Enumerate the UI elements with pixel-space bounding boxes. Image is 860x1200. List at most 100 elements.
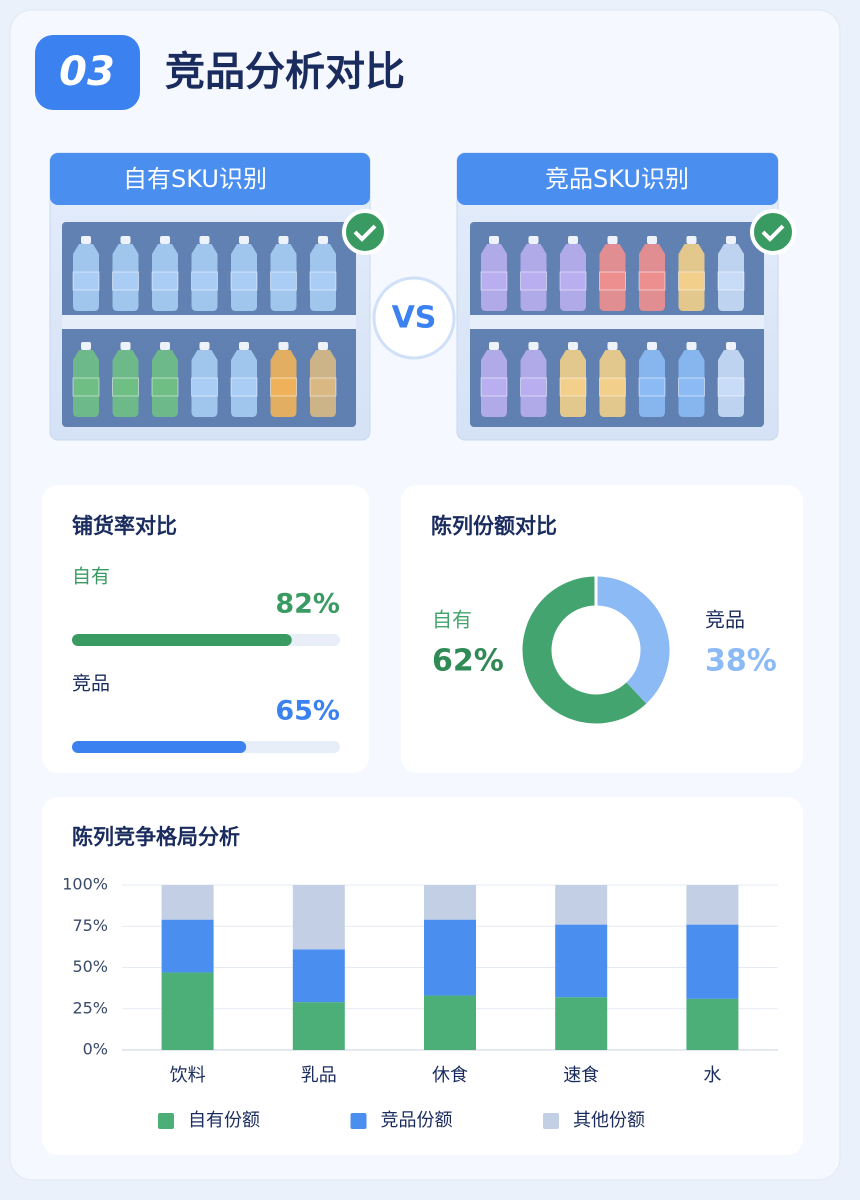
bottle xyxy=(678,342,705,417)
page-title: 竞品分析对比 xyxy=(165,49,405,95)
bar-segment xyxy=(686,924,739,999)
bottle-cap xyxy=(199,342,210,350)
bottle-cap xyxy=(278,342,289,350)
shelf-title: 自有SKU识别 xyxy=(123,165,267,193)
bar-segment xyxy=(424,919,476,996)
bottle-cap xyxy=(160,342,170,350)
bottle-cap xyxy=(239,342,249,350)
bottle-cap xyxy=(239,236,249,244)
card-title: 铺货率对比 xyxy=(72,514,177,538)
shelf-header xyxy=(457,153,778,205)
shelf-board xyxy=(62,315,356,329)
bottle-label xyxy=(638,271,666,291)
legend-label: 自有份额 xyxy=(188,1110,260,1131)
bottle-label xyxy=(151,271,179,291)
bottle xyxy=(520,342,547,417)
bottle-cap xyxy=(607,236,618,244)
bottle-cap xyxy=(318,236,328,244)
bottle-cap xyxy=(686,342,697,350)
card xyxy=(42,797,803,1155)
x-tick-label: 水 xyxy=(703,1065,721,1086)
bottle xyxy=(717,236,745,311)
donut-segment xyxy=(595,576,670,704)
x-tick-label: 乳品 xyxy=(301,1065,337,1086)
progress-bar xyxy=(72,741,247,753)
legend-swatch xyxy=(158,1113,174,1129)
bottle-cap xyxy=(199,236,210,244)
bottle-cap xyxy=(568,236,578,244)
bar-segment xyxy=(555,885,608,925)
badge-text: 03 xyxy=(59,49,115,95)
bottle xyxy=(559,342,587,417)
bottle-label xyxy=(72,271,100,291)
bar-segment xyxy=(292,1002,345,1050)
bottle-cap xyxy=(686,236,697,244)
legend-swatch xyxy=(543,1113,559,1129)
bottle xyxy=(230,236,258,311)
bottle xyxy=(72,342,100,417)
bottle-label xyxy=(678,377,705,397)
category-label: 竞品 xyxy=(705,608,745,632)
bar-segment xyxy=(686,998,739,1050)
x-tick-label: 饮料 xyxy=(170,1065,206,1086)
bottle-label xyxy=(599,271,626,291)
shelf-header xyxy=(50,153,370,205)
bottle xyxy=(638,236,666,311)
bottle-label xyxy=(230,271,258,291)
legend-label: 其他份额 xyxy=(573,1110,645,1131)
bottle-label xyxy=(72,377,100,397)
bar-segment xyxy=(292,949,345,1003)
bottle xyxy=(678,236,705,311)
bottle xyxy=(191,342,218,417)
bottle-label xyxy=(191,377,218,397)
x-tick-label: 速食 xyxy=(563,1065,599,1086)
vs-circle xyxy=(372,276,456,360)
bottle-label xyxy=(559,377,587,397)
bottle xyxy=(309,342,337,417)
bottle xyxy=(270,236,297,311)
vs-text: VS xyxy=(392,301,437,336)
shelf-title: 竞品SKU识别 xyxy=(545,165,689,193)
bottle-label xyxy=(112,271,139,291)
y-tick-label: 100% xyxy=(62,875,108,894)
bar-segment xyxy=(292,885,345,950)
bottle xyxy=(559,236,587,311)
value-label: 38% xyxy=(705,644,777,679)
bottle-label xyxy=(151,377,179,397)
bottle-cap xyxy=(120,342,131,350)
y-tick-label: 25% xyxy=(72,998,108,1017)
bottle-cap xyxy=(726,236,736,244)
bar-segment xyxy=(555,924,608,998)
bar-segment xyxy=(161,919,214,973)
bottle xyxy=(191,236,218,311)
bottle xyxy=(230,342,258,417)
value-label: 62% xyxy=(432,644,504,679)
check-icon xyxy=(342,209,388,255)
bottle-label xyxy=(270,377,297,397)
bottle xyxy=(309,236,337,311)
bottle-label xyxy=(112,377,139,397)
bottle-cap xyxy=(607,342,618,350)
bottle xyxy=(270,342,297,417)
y-tick-label: 0% xyxy=(83,1040,108,1059)
bottle-label xyxy=(270,271,297,291)
bottle-cap xyxy=(528,236,539,244)
bar-segment xyxy=(686,885,739,925)
bar-segment xyxy=(161,972,214,1050)
bottle-cap xyxy=(120,236,131,244)
bottle-cap xyxy=(160,236,170,244)
donut-segment xyxy=(522,576,647,724)
x-tick-label: 休食 xyxy=(432,1065,468,1086)
bar-segment xyxy=(424,995,476,1050)
bottle-cap xyxy=(726,342,736,350)
bottle-cap xyxy=(81,342,91,350)
bottle-label xyxy=(191,271,218,291)
category-label: 竞品 xyxy=(72,673,110,695)
card xyxy=(42,485,369,773)
bottle-label xyxy=(638,377,666,397)
bottle-label xyxy=(480,271,508,291)
bottle-cap xyxy=(278,236,289,244)
bottle-label xyxy=(717,377,745,397)
